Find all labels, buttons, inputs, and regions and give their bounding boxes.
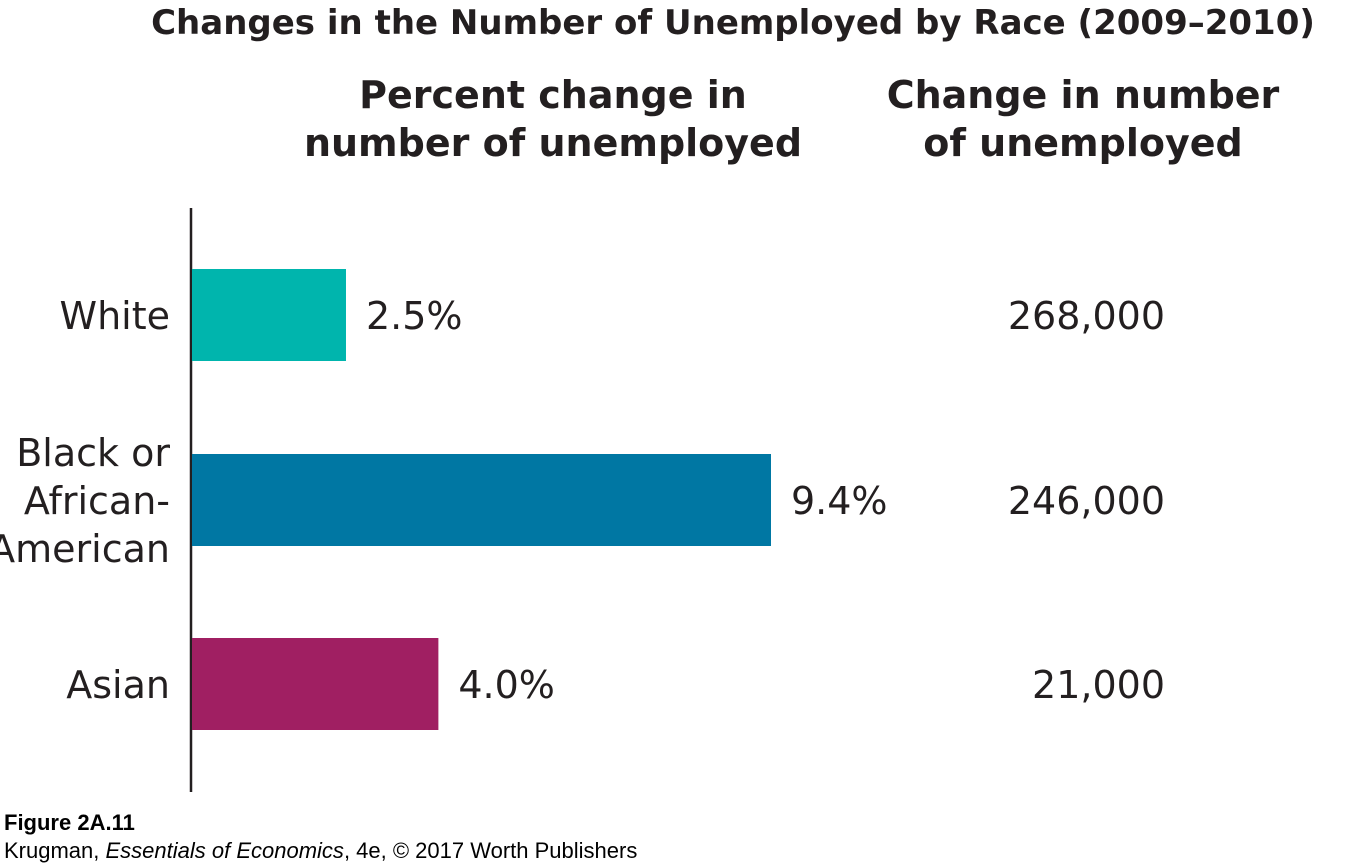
bar-2 — [192, 638, 439, 730]
percent-label-1: 9.4% — [791, 479, 888, 523]
percent-column-header-line-2: number of unemployed — [304, 121, 802, 165]
credit-book-title: Essentials of Economics — [105, 838, 344, 863]
bar-0 — [192, 269, 346, 361]
bars-group: 2.5% 268,000 White 9.4% 246,000 Black orAfric… — [0, 269, 1165, 730]
bar-1 — [192, 454, 771, 546]
chart-title: Changes in the Number of Unemployed by R… — [151, 3, 1315, 43]
category-label-0-line-0: White — [60, 294, 171, 338]
percent-label-2: 4.0% — [458, 663, 555, 707]
number-column-header-line-1: Change in number — [887, 73, 1280, 117]
number-label-2: 21,000 — [1032, 663, 1165, 707]
credit-prefix: Krugman, — [4, 838, 106, 863]
percent-column-header-line-1: Percent change in — [359, 73, 747, 117]
number-label-1: 246,000 — [1008, 479, 1165, 523]
figure-credit: Krugman, Essentials of Economics, 4e, © … — [4, 838, 637, 864]
category-label-2-line-0: Asian — [66, 663, 170, 707]
category-label-1-line-0: Black or — [16, 431, 170, 475]
percent-label-0: 2.5% — [366, 294, 463, 338]
credit-suffix: , 4e, © 2017 Worth Publishers — [343, 838, 638, 863]
number-label-0: 268,000 — [1008, 294, 1165, 338]
figure-number: Figure 2A.11 — [4, 810, 135, 835]
category-label-1-line-2: American — [0, 527, 170, 571]
category-label-1-line-1: African- — [24, 479, 170, 523]
number-column-header-line-2: of unemployed — [923, 121, 1242, 165]
